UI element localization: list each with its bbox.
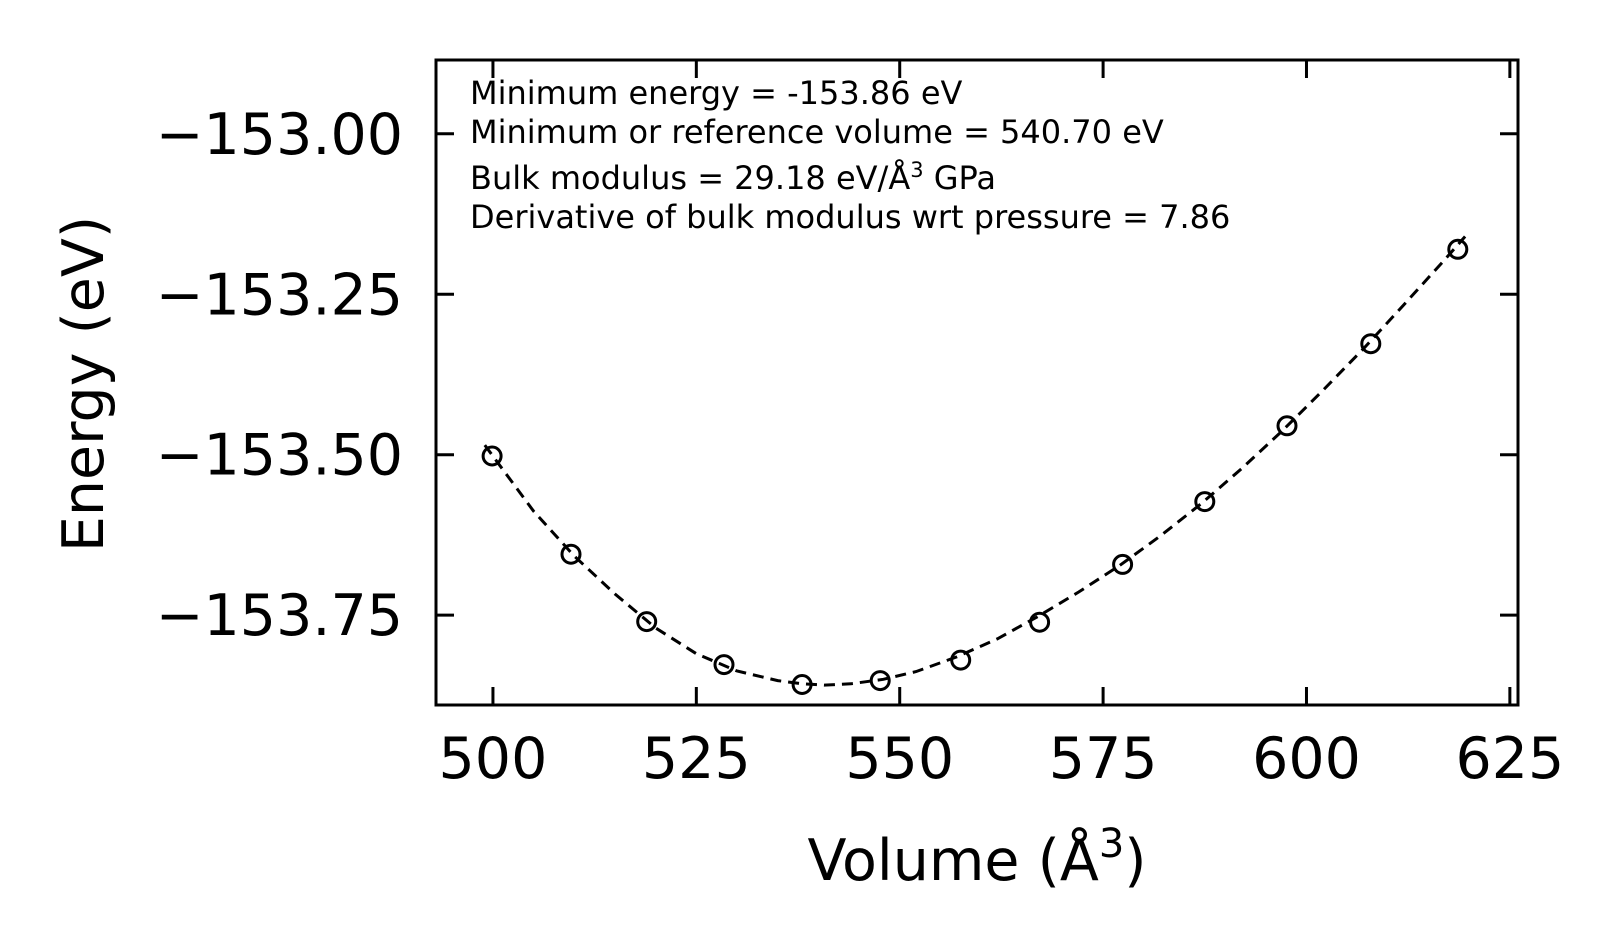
tick-labels-layer: 500 525 550 575 600 625 −153.00 −153.25 −153.50 −… — [156, 102, 1564, 792]
y-axis-label: Energy (eV) — [51, 216, 117, 552]
x-tick-label: 625 — [1455, 726, 1564, 792]
ticks-layer — [436, 60, 1518, 705]
x-axis-label-superscript: 3 — [1099, 821, 1124, 867]
x-axis-label: Volume (Å3) — [807, 821, 1146, 894]
annotation-bulk-modulus: Bulk modulus = 29.18 eV/Å3 GPa — [470, 158, 996, 197]
x-axis-label-text: Volume (Å — [807, 826, 1098, 894]
data-point — [481, 445, 503, 467]
data-point — [791, 674, 813, 695]
y-tick-label: −153.25 — [156, 262, 403, 328]
data-point — [869, 670, 891, 692]
plot-frame — [434, 58, 1520, 707]
data-point — [1194, 491, 1216, 513]
annotation-bulk-derivative: Derivative of bulk modulus wrt pressure … — [470, 198, 1230, 236]
data-point — [560, 543, 582, 565]
data-point — [1276, 415, 1298, 437]
fit-parameters-box: Minimum energy = -153.86 eV Minimum or r… — [470, 74, 1230, 236]
x-axis-label-suffix: ) — [1124, 828, 1146, 894]
x-tick-label: 500 — [439, 726, 548, 792]
points-layer — [481, 238, 1469, 695]
y-tick-label: −153.00 — [156, 102, 403, 168]
lines-layer — [483, 235, 1467, 687]
data-point — [950, 649, 972, 671]
annotation-min-volume: Minimum or reference volume = 540.70 eV — [470, 113, 1164, 151]
annotation-bulk-modulus-superscript: 3 — [910, 158, 923, 182]
data-point — [1360, 333, 1382, 355]
y-tick-label: −153.50 — [156, 423, 403, 489]
x-tick-label: 600 — [1252, 726, 1361, 792]
data-point — [1112, 553, 1134, 575]
annotation-bulk-modulus-text: Bulk modulus = 29.18 eV/Å — [470, 159, 910, 197]
fit-curve-line — [483, 235, 1467, 687]
data-point — [1029, 611, 1051, 633]
data-point — [636, 611, 658, 633]
x-tick-label: 575 — [1049, 726, 1158, 792]
y-tick-label: −153.75 — [156, 583, 403, 649]
annotation-bulk-modulus-units: GPa — [924, 159, 996, 197]
data-point — [713, 654, 735, 676]
x-tick-label: 550 — [845, 726, 954, 792]
annotation-min-energy: Minimum energy = -153.86 eV — [470, 74, 963, 112]
x-tick-label: 525 — [642, 726, 751, 792]
data-point — [1447, 238, 1469, 260]
